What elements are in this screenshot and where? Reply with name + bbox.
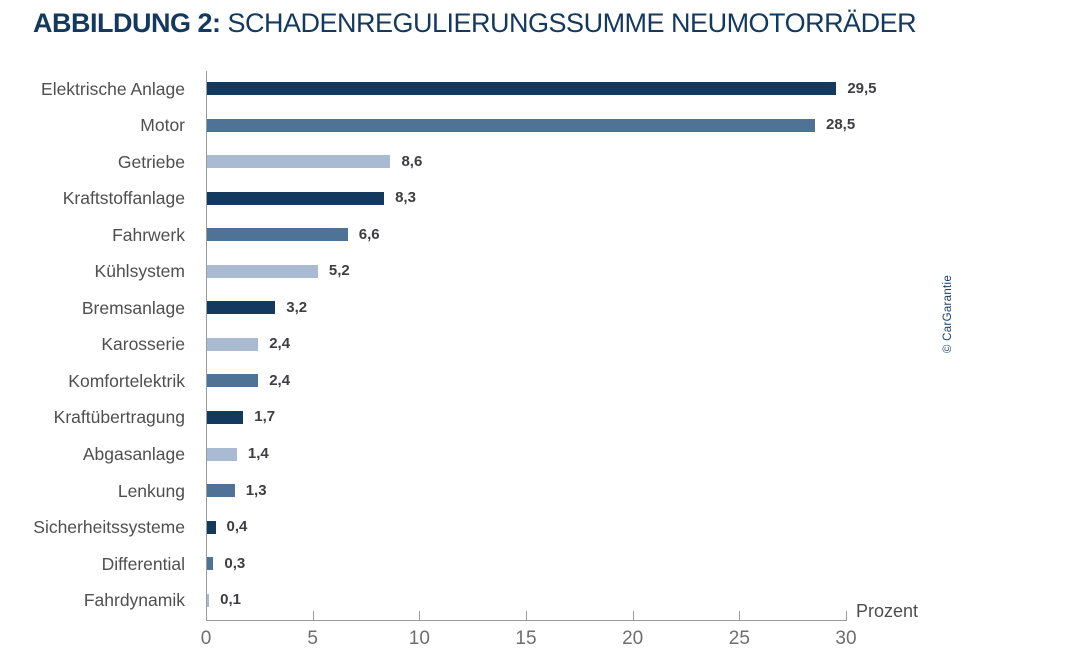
value-label: 3,2 bbox=[286, 298, 308, 316]
value-label: 1,7 bbox=[254, 408, 276, 426]
category-label: Getriebe bbox=[117, 151, 185, 172]
value-label: 28,5 bbox=[826, 116, 856, 134]
category-label: Sicherheitssysteme bbox=[33, 517, 185, 538]
bar bbox=[207, 337, 259, 351]
category-label: Karosserie bbox=[101, 334, 185, 355]
category-label: Differential bbox=[101, 553, 185, 574]
value-label: 5,2 bbox=[328, 262, 350, 280]
value-label: 0,4 bbox=[226, 518, 248, 536]
bar bbox=[207, 484, 235, 498]
category-label: Kraftstoffanlage bbox=[62, 188, 185, 209]
category-label: Elektrische Anlage bbox=[41, 78, 185, 99]
bar bbox=[207, 374, 259, 388]
x-tick-label: 30 bbox=[835, 628, 857, 649]
x-axis-label: Prozent bbox=[856, 601, 919, 621]
bar bbox=[207, 191, 385, 205]
category-label: Bremsanlage bbox=[81, 297, 185, 318]
x-tick-label: 10 bbox=[408, 628, 430, 649]
value-label: 6,6 bbox=[358, 225, 380, 243]
value-label: 1,3 bbox=[245, 481, 267, 499]
value-label: 2,4 bbox=[269, 371, 291, 389]
x-tick-label: 25 bbox=[728, 628, 750, 649]
y-axis-line bbox=[206, 71, 207, 621]
value-label: 29,5 bbox=[847, 79, 877, 97]
x-tick bbox=[419, 611, 421, 620]
chart-title-prefix: ABBILDUNG 2: bbox=[33, 8, 221, 38]
x-tick bbox=[526, 611, 527, 620]
chart-title-text: SCHADENREGULIERUNGSSUMME NEUMOTORRÄDER bbox=[227, 8, 917, 38]
value-label: 1,4 bbox=[247, 445, 269, 462]
bar bbox=[207, 82, 837, 95]
category-label: Lenkung bbox=[117, 480, 185, 501]
copyright-label: © CarGarantie bbox=[942, 274, 954, 354]
value-label: 8,6 bbox=[401, 152, 423, 170]
chart-title: ABBILDUNG 2: SCHADENREGULIERUNGSSUMME NEU… bbox=[33, 8, 917, 39]
category-label: Kraftübertragung bbox=[53, 407, 185, 428]
x-tick bbox=[312, 611, 314, 620]
value-label: 2,4 bbox=[269, 335, 291, 353]
x-tick bbox=[632, 611, 634, 620]
bar bbox=[207, 301, 276, 315]
category-label: Komfortelektrik bbox=[68, 370, 185, 391]
category-label: Fahrdynamik bbox=[83, 590, 185, 611]
value-label: 8,3 bbox=[395, 189, 416, 207]
x-tick bbox=[739, 611, 741, 620]
bar bbox=[207, 155, 391, 169]
category-label: Fahrwerk bbox=[112, 224, 185, 245]
bar bbox=[207, 557, 214, 571]
x-tick-label: 5 bbox=[307, 628, 318, 649]
category-label: Kühlsystem bbox=[94, 261, 185, 282]
bar bbox=[207, 447, 237, 461]
bar bbox=[207, 228, 348, 242]
x-axis-line bbox=[206, 620, 847, 621]
x-tick-label: 20 bbox=[622, 628, 644, 649]
x-tick bbox=[846, 611, 847, 620]
x-tick-label: 15 bbox=[515, 628, 537, 649]
value-label: 0,3 bbox=[224, 554, 246, 572]
category-label: Abgasanlage bbox=[82, 444, 185, 464]
bar bbox=[207, 593, 210, 607]
value-label: 0,1 bbox=[220, 591, 241, 609]
x-tick-label: 0 bbox=[200, 628, 212, 649]
bar bbox=[207, 410, 244, 424]
bar bbox=[207, 264, 318, 278]
category-label: Motor bbox=[140, 115, 185, 136]
bar bbox=[207, 118, 815, 132]
bar bbox=[207, 520, 216, 534]
